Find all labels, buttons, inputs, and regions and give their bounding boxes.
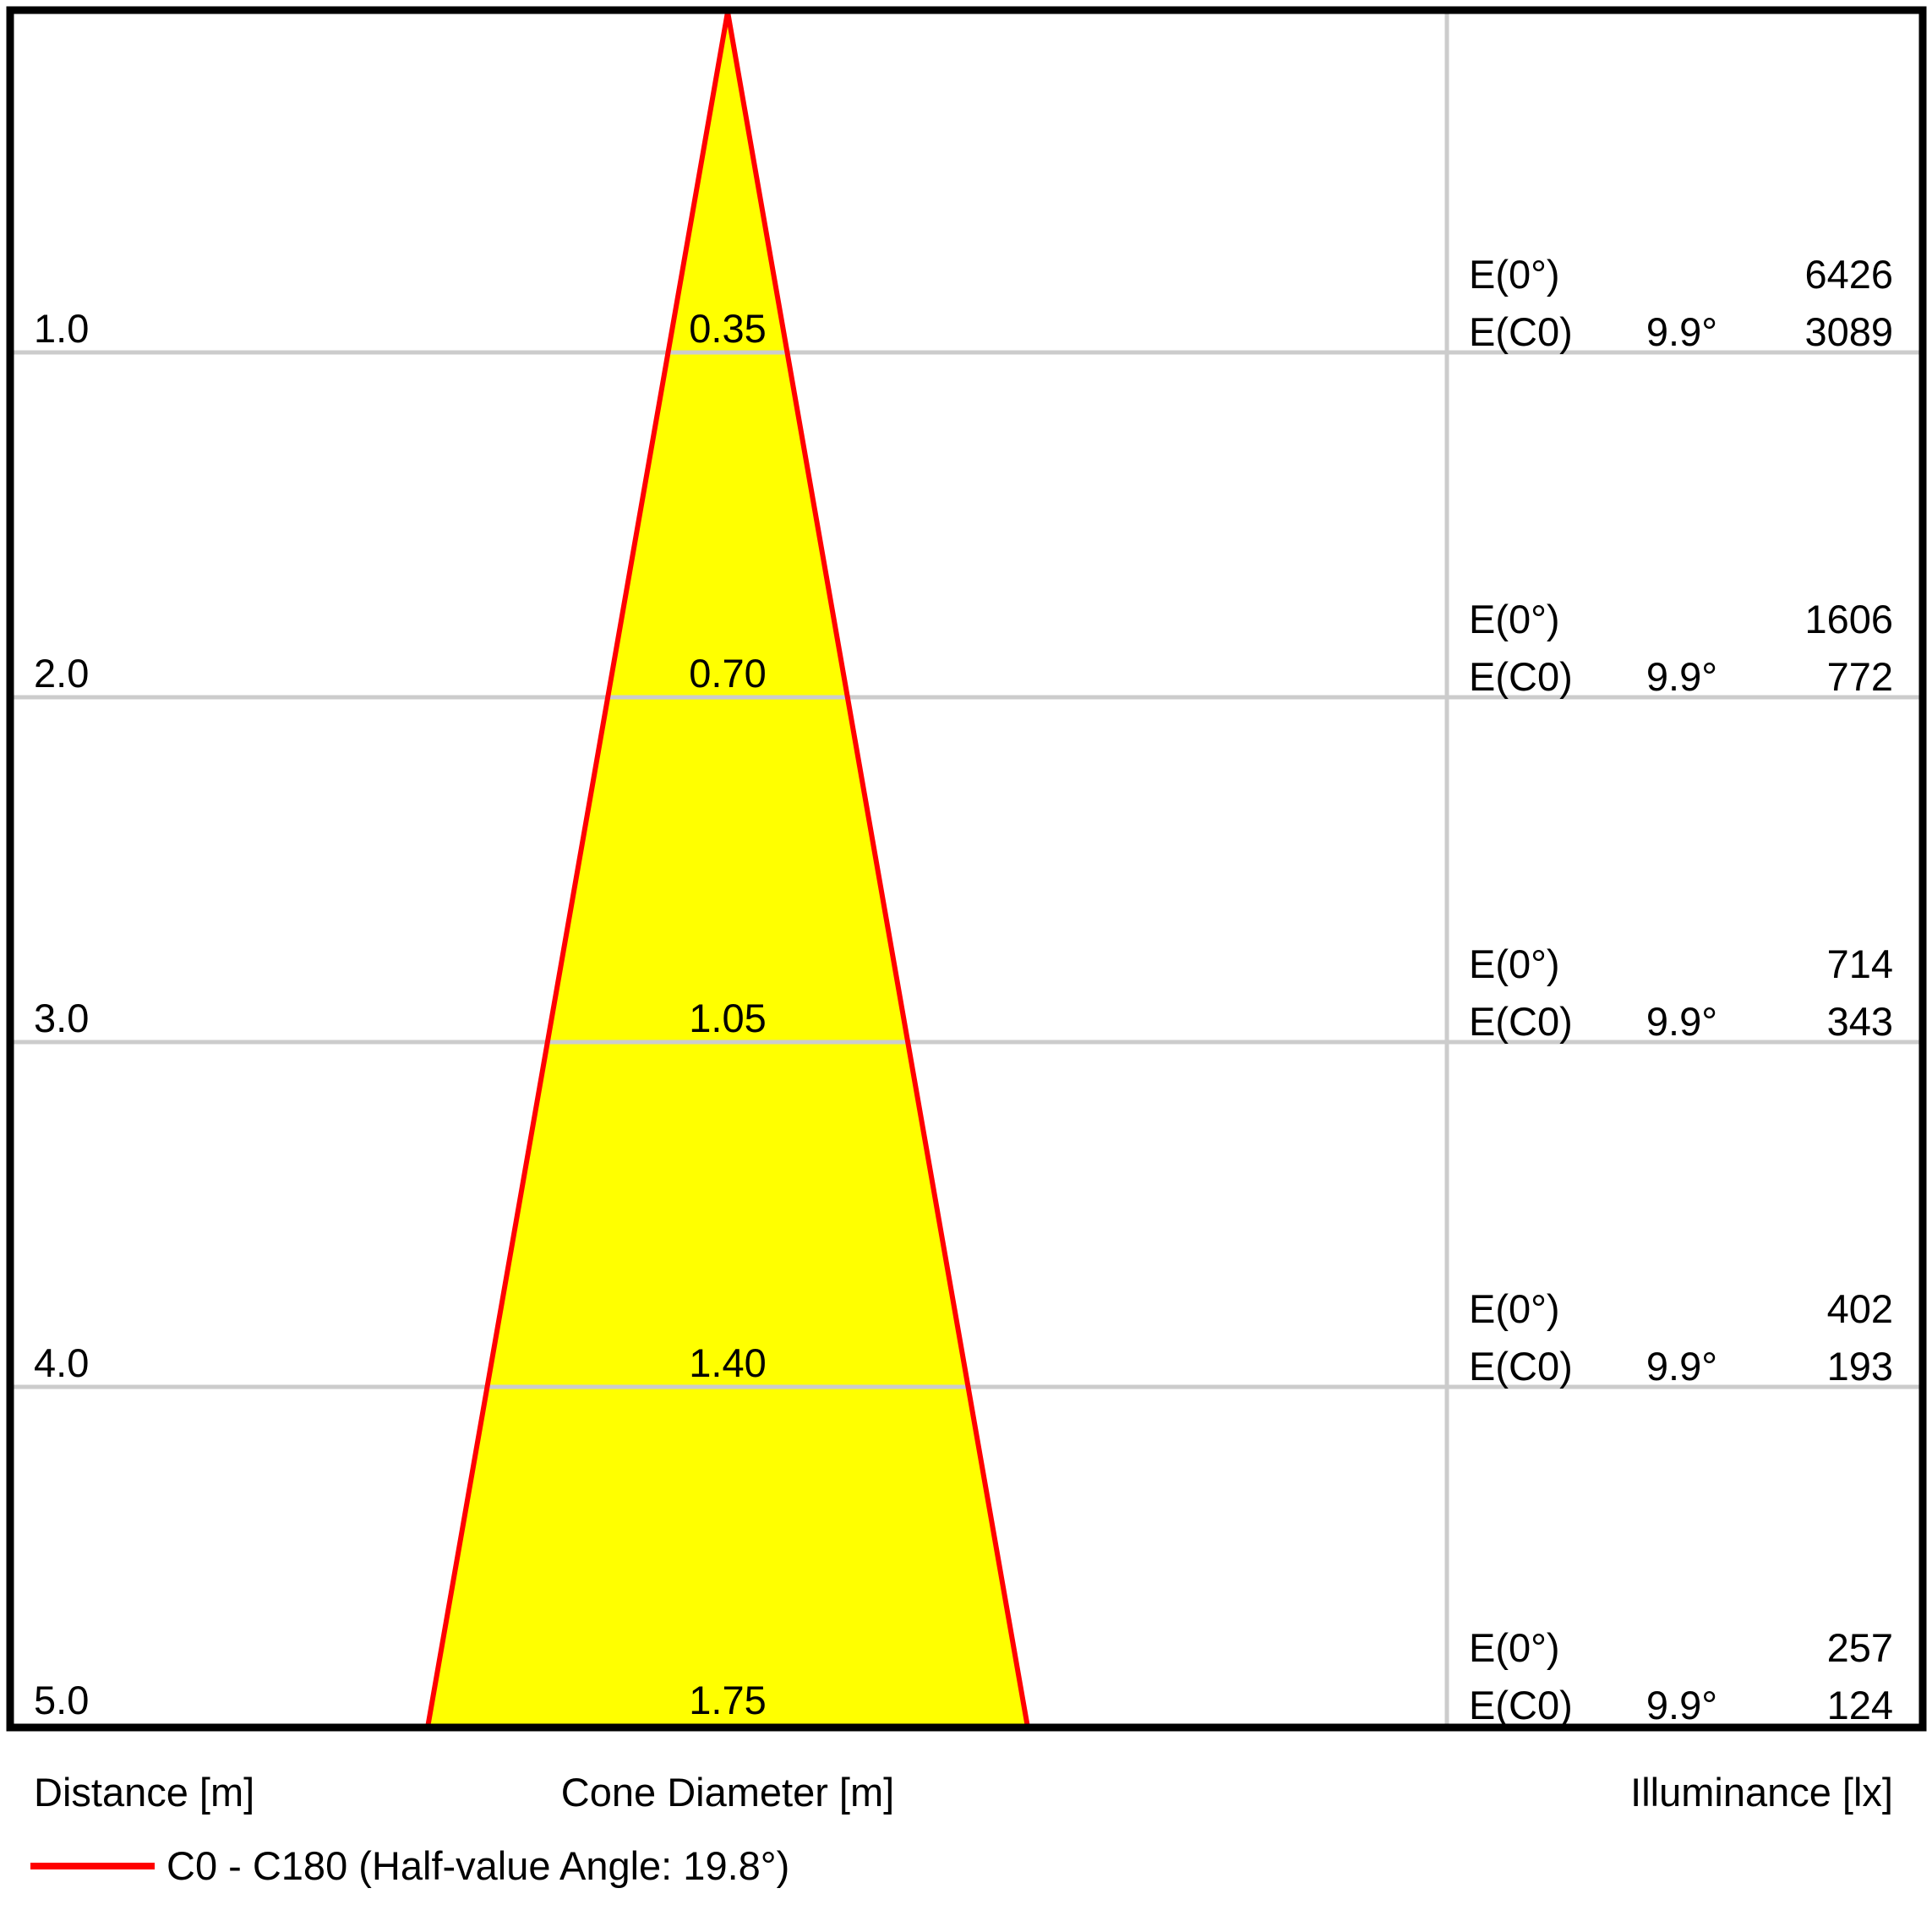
ec0-value: 343 <box>1826 999 1893 1044</box>
ec0-label: E(C0) <box>1469 999 1573 1044</box>
distance-value: 2.0 <box>34 651 90 696</box>
beam-angle-value: 9.9° <box>1645 1683 1718 1727</box>
e0-value: 257 <box>1826 1625 1893 1670</box>
e0-label: E(0°) <box>1469 252 1560 297</box>
ec0-value: 124 <box>1826 1683 1893 1727</box>
distance-value: 5.0 <box>34 1678 90 1722</box>
e0-value: 714 <box>1826 941 1893 986</box>
e0-value: 6426 <box>1804 252 1893 297</box>
cone-diameter-axis-label: Cone Diameter [m] <box>560 1770 895 1815</box>
ec0-value: 772 <box>1826 654 1893 699</box>
distance-value: 1.0 <box>34 306 90 351</box>
ec0-label: E(C0) <box>1469 654 1573 699</box>
ec0-label: E(C0) <box>1469 309 1573 354</box>
cone-diameter-value: 1.40 <box>689 1340 767 1385</box>
illuminance-axis-label: Illuminance [lx] <box>1630 1770 1893 1815</box>
ec0-value: 193 <box>1826 1344 1893 1389</box>
e0-label: E(0°) <box>1469 1625 1560 1670</box>
distance-value: 3.0 <box>34 996 90 1040</box>
beam-angle-value: 9.9° <box>1645 309 1718 354</box>
ec0-label: E(C0) <box>1469 1683 1573 1727</box>
e0-label: E(0°) <box>1469 1286 1560 1331</box>
cone-edge-right <box>725 11 1030 1728</box>
legend-line-swatch <box>30 1863 155 1869</box>
e0-label: E(0°) <box>1469 597 1560 641</box>
beam-angle-value: 9.9° <box>1645 1344 1718 1389</box>
light-cone <box>428 12 1028 1727</box>
ec0-value: 3089 <box>1804 309 1893 354</box>
beam-angle-value: 9.9° <box>1645 654 1718 699</box>
e0-label: E(0°) <box>1469 941 1560 986</box>
chart-border <box>6 6 1927 1732</box>
cone-diameter-value: 1.75 <box>689 1678 767 1722</box>
legend-label: C0 - C180 (Half-value Angle: 19.8°) <box>166 1843 790 1888</box>
cone-diameter-value: 0.70 <box>689 651 767 696</box>
beam-angle-value: 9.9° <box>1645 999 1718 1044</box>
e0-value: 402 <box>1826 1286 1893 1331</box>
cone-diameter-value: 1.05 <box>689 996 767 1040</box>
distance-value: 4.0 <box>34 1340 90 1385</box>
cone-diameter-value: 0.35 <box>689 306 767 351</box>
cone-edge-left <box>425 11 730 1728</box>
distance-axis-label: Distance [m] <box>34 1770 255 1815</box>
e0-value: 1606 <box>1804 597 1893 641</box>
ec0-label: E(C0) <box>1469 1344 1573 1389</box>
